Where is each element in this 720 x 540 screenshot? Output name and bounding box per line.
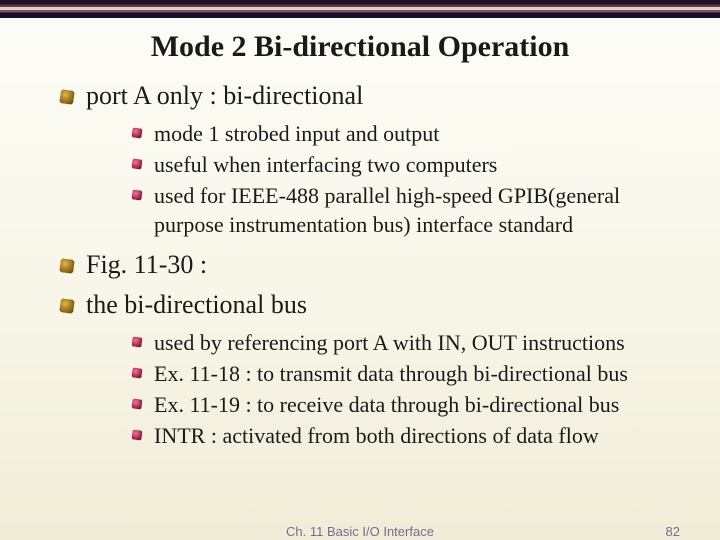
bullet-list-level2: mode 1 strobed input and output useful w… xyxy=(132,119,660,239)
bullet-l2: Ex. 11-18 : to transmit data through bi-… xyxy=(132,359,660,388)
footer-chapter: Ch. 11 Basic I/O Interface xyxy=(0,524,720,539)
bullet-text: port A only : bi-directional xyxy=(86,81,363,110)
slide-body: Mode 2 Bi-directional Operation port A o… xyxy=(0,18,720,450)
bullet-text: the bi-directional bus xyxy=(86,290,307,319)
bullet-l2: used by referencing port A with IN, OUT … xyxy=(132,328,660,357)
bullet-l2: INTR : activated from both directions of… xyxy=(132,421,660,450)
bullet-l1: Fig. 11-30 : xyxy=(60,249,660,282)
slide-title: Mode 2 Bi-directional Operation xyxy=(60,30,660,64)
bullet-l1: port A only : bi-directional mode 1 stro… xyxy=(60,80,660,239)
bullet-list-level1: port A only : bi-directional mode 1 stro… xyxy=(60,80,660,450)
bullet-list-level2: used by referencing port A with IN, OUT … xyxy=(132,328,660,450)
decorative-top-border xyxy=(0,0,720,18)
bullet-text: used by referencing port A with IN, OUT … xyxy=(154,330,625,355)
bullet-text: Fig. 11-30 : xyxy=(86,250,207,279)
bullet-l2: Ex. 11-19 : to receive data through bi-d… xyxy=(132,390,660,419)
bullet-l2: used for IEEE-488 parallel high-speed GP… xyxy=(132,181,660,239)
bullet-text: INTR : activated from both directions of… xyxy=(154,423,599,448)
bullet-text: useful when interfacing two computers xyxy=(154,152,497,177)
bullet-l2: mode 1 strobed input and output xyxy=(132,119,660,148)
footer-page-number: 82 xyxy=(666,524,680,539)
bullet-text: mode 1 strobed input and output xyxy=(154,121,439,146)
bullet-text: Ex. 11-18 : to transmit data through bi-… xyxy=(154,361,628,386)
bullet-l2: useful when interfacing two computers xyxy=(132,150,660,179)
bullet-l1: the bi-directional bus used by referenci… xyxy=(60,289,660,450)
bullet-text: Ex. 11-19 : to receive data through bi-d… xyxy=(154,392,619,417)
bullet-text: used for IEEE-488 parallel high-speed GP… xyxy=(154,183,620,237)
